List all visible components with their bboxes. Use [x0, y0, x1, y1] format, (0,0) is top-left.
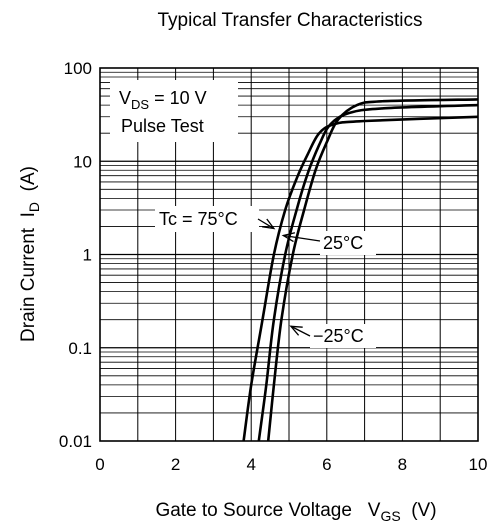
vds-value: = 10 V — [149, 88, 207, 108]
annotation-arrow-line — [283, 234, 321, 242]
annotation-25c-background — [320, 231, 376, 255]
conditions-box: VDS = 10 V Pulse Test — [110, 80, 238, 142]
y-tick-label: 100 — [64, 59, 92, 78]
y-axis-label-gap-2 — [18, 191, 39, 202]
annotation-minus25c-background — [310, 324, 376, 348]
annotation-arrow-head — [262, 218, 276, 230]
series-curves — [242, 98, 479, 442]
x-tick-label: 2 — [171, 455, 180, 474]
annotation-arrow-head — [281, 232, 296, 243]
x-axis-label: Gate to Source Voltage VGS (V) — [155, 500, 436, 524]
annotation-arrow-line — [257, 218, 275, 230]
vds-subscript: DS — [131, 97, 149, 112]
y-axis-unit: (A) — [18, 166, 39, 191]
y-axis-label-gap — [18, 217, 39, 228]
y-tick-label: 0.1 — [68, 339, 92, 358]
plot-frame — [99, 67, 479, 442]
annotation-75c-background — [155, 206, 259, 232]
x-axis-subscript: GS — [380, 508, 400, 524]
y-tick-label: 10 — [73, 152, 92, 171]
series-annotations: Tc = 75°C 25°C −25°C — [155, 206, 376, 348]
conditions-line-1: VDS = 10 V — [119, 88, 207, 112]
series-line-25-c — [257, 103, 479, 442]
x-axis-label-gap-2 — [401, 500, 412, 521]
y-tick-labels: 0.01 0.1 1 10 100 — [59, 59, 92, 451]
x-axis-unit: (V) — [411, 500, 436, 521]
y-tick-label: 0.01 — [59, 432, 92, 451]
y-axis-subscript: D — [26, 202, 42, 212]
x-axis-label-gap — [352, 500, 368, 521]
y-axis-label: Drain Current ID (A) — [18, 166, 42, 342]
vds-symbol: V — [119, 88, 131, 108]
conditions-box-background — [110, 80, 238, 142]
x-tick-label: 10 — [469, 455, 488, 474]
x-tick-label: 4 — [246, 455, 255, 474]
series-line-tc-75-c — [242, 115, 479, 442]
x-axis-symbol: V — [368, 500, 381, 521]
x-tick-label: 6 — [322, 455, 331, 474]
x-tick-label: 0 — [95, 455, 104, 474]
annotation-25c-label: 25°C — [323, 233, 363, 253]
y-axis-symbol: I — [18, 212, 39, 217]
chart-title: Typical Transfer Characteristics — [157, 10, 422, 31]
annotation-minus25c-label: −25°C — [313, 326, 364, 346]
y-axis-label-text: Drain Current — [18, 227, 39, 342]
series-line-25-c — [266, 98, 479, 442]
annotation-75c-label: Tc = 75°C — [159, 209, 238, 229]
x-tick-label: 8 — [398, 455, 407, 474]
annotation-arrow-line — [290, 325, 311, 337]
conditions-line-2: Pulse Test — [121, 116, 204, 136]
x-axis-label-text: Gate to Source Voltage — [155, 500, 351, 521]
y-tick-label: 1 — [83, 246, 92, 265]
annotation-arrow-head — [289, 325, 303, 336]
x-tick-labels: 0 2 4 6 8 10 — [95, 455, 487, 474]
